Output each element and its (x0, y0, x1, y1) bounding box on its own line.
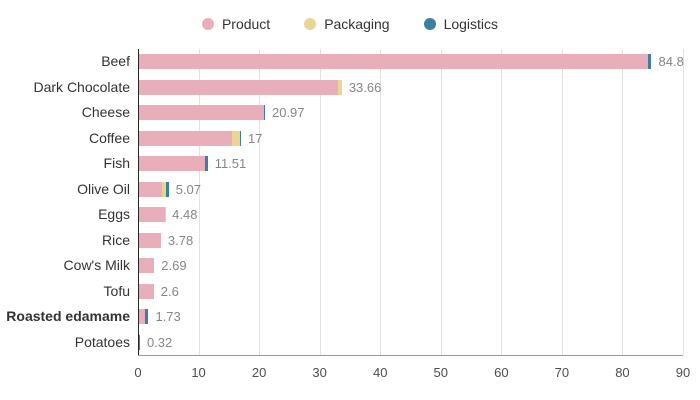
x-axis-tick-label: 80 (615, 365, 630, 380)
category-label: Rice (101, 231, 130, 248)
bar-segment-logistics[interactable] (204, 156, 208, 172)
x-axis-line (138, 355, 683, 356)
gridline (259, 49, 261, 355)
gridline (440, 49, 442, 355)
category-label: Fish (103, 155, 130, 172)
bar-segment-product[interactable] (138, 54, 648, 70)
bar-segment-product[interactable] (138, 156, 205, 172)
gridline (319, 49, 321, 355)
bar-segment-product[interactable] (138, 130, 233, 146)
bar-segment-product[interactable] (138, 105, 264, 121)
value-label: 3.78 (167, 232, 194, 248)
bar-segment-product[interactable] (138, 79, 339, 95)
category-label: Cheese (81, 104, 130, 121)
gridline (561, 49, 563, 355)
category-label: Coffee (89, 129, 130, 146)
legend-dot-icon (423, 18, 436, 30)
gridline (501, 49, 503, 355)
value-label: 11.51 (214, 156, 247, 172)
x-axis-tick-label: 20 (251, 365, 267, 380)
gridline (622, 49, 624, 355)
bar-segment-logistics[interactable] (239, 130, 241, 146)
bar-stack-eggs[interactable] (138, 207, 166, 223)
category-label: Dark Chocolate (33, 78, 131, 95)
bar-segment-packaging[interactable] (647, 54, 649, 70)
value-label: 5.07 (175, 181, 201, 197)
category-label: Cow's Milk (63, 257, 130, 274)
value-label: 17 (247, 130, 263, 146)
bar-segment-packaging[interactable] (338, 79, 342, 95)
legend-label: Packaging (324, 16, 390, 32)
bar-segment-product[interactable] (138, 283, 154, 299)
category-label: Roasted edamame (6, 308, 130, 325)
bar-segment-product[interactable] (138, 309, 145, 325)
bar-segment-packaging[interactable] (164, 207, 166, 223)
bar-stack-cheese[interactable] (138, 105, 265, 121)
bar-stack-roasted-edamame[interactable] (138, 309, 149, 325)
gridline (380, 49, 382, 355)
bar-stack-tofu[interactable] (138, 283, 154, 299)
value-label: 33.66 (348, 79, 382, 95)
x-axis-tick-label: 0 (134, 365, 142, 380)
gridline (683, 49, 684, 355)
bar-segment-product[interactable] (138, 207, 165, 223)
legend-label: Product (221, 16, 271, 32)
value-label: 2.69 (161, 258, 187, 274)
bar-segment-logistics[interactable] (144, 309, 149, 325)
bar-segment-product[interactable] (138, 258, 155, 274)
gridline (198, 49, 200, 355)
legend-item-packaging[interactable]: Packaging (304, 16, 390, 32)
bar-segment-product[interactable] (138, 232, 161, 248)
y-axis-line (138, 49, 139, 355)
bar-segment-packaging[interactable] (232, 130, 240, 146)
category-label: Eggs (98, 206, 130, 223)
value-label: 84.8 (658, 54, 684, 70)
bar-stack-rice[interactable] (138, 232, 161, 248)
legend-dot-icon (304, 18, 317, 30)
legend-dot-icon (201, 18, 214, 30)
bar-segment-logistics[interactable] (648, 54, 652, 70)
category-label: Potatoes (74, 333, 130, 350)
bar-segment-logistics[interactable] (139, 334, 140, 350)
bar-segment-packaging[interactable] (162, 181, 166, 197)
value-label: 0.32 (146, 334, 173, 350)
bar-stack-dark-chocolate[interactable] (138, 79, 342, 95)
bar-stack-fish[interactable] (138, 156, 208, 172)
legend-item-logistics[interactable]: Logistics (423, 16, 499, 32)
bar-stack-coffee[interactable] (138, 130, 241, 146)
x-axis-tick-label: 90 (675, 365, 691, 380)
value-label: 1.73 (155, 309, 181, 325)
x-axis-tick-label: 60 (494, 365, 509, 380)
bar-stack-olive-oil[interactable] (138, 181, 169, 197)
value-label: 20.97 (271, 105, 305, 121)
bar-stack-cow-s-milk[interactable] (138, 258, 155, 274)
x-axis-tick-label: 70 (554, 365, 570, 380)
x-axis-tick-label: 40 (372, 365, 388, 380)
legend: Product Packaging Logistics (0, 16, 700, 32)
bar-segment-logistics[interactable] (165, 181, 169, 197)
x-axis-tick-label: 30 (312, 365, 327, 380)
bar-stack-beef[interactable] (138, 54, 652, 70)
value-label: 2.6 (160, 283, 179, 299)
legend-label: Logistics (443, 16, 499, 32)
bar-segment-product[interactable] (138, 181, 163, 197)
legend-item-product[interactable]: Product (201, 16, 271, 32)
x-axis-tick-label: 50 (433, 365, 448, 380)
x-axis-tick-label: 10 (191, 365, 206, 380)
category-label: Beef (101, 53, 130, 70)
category-label: Olive Oil (77, 180, 130, 197)
category-label: Tofu (103, 282, 130, 299)
plot-area (138, 49, 684, 356)
value-label: 4.48 (172, 207, 198, 223)
bar-segment-logistics[interactable] (263, 105, 265, 121)
